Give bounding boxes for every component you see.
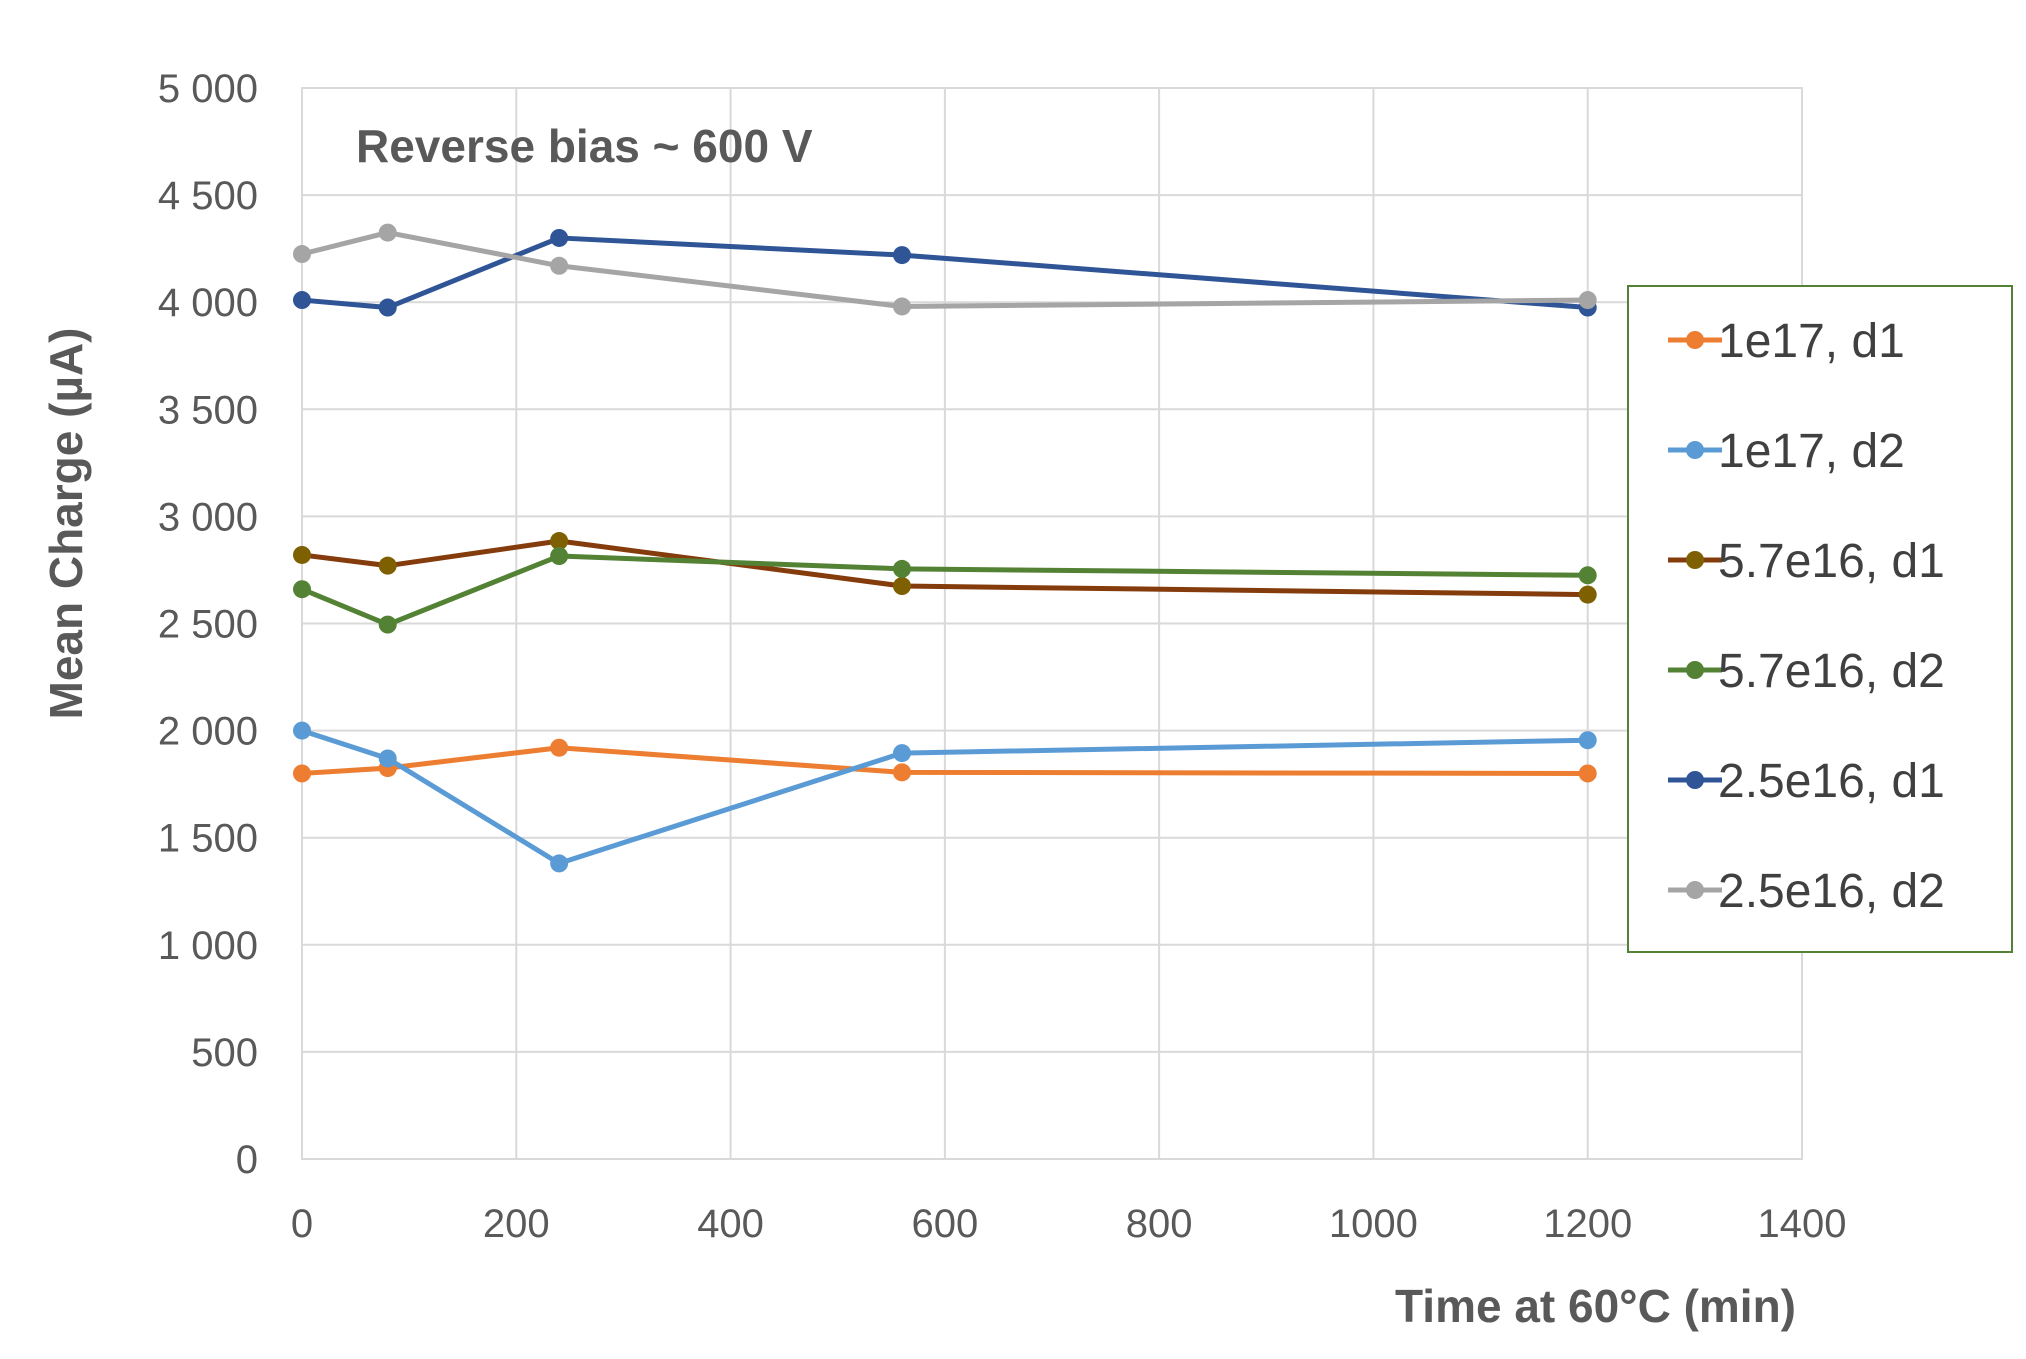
data-point — [1578, 731, 1597, 750]
legend-label: 5.7e16, d1 — [1718, 535, 1945, 588]
x-tick-label: 1200 — [1543, 1202, 1632, 1246]
y-tick-label: 1 500 — [158, 817, 258, 861]
legend-marker — [1686, 441, 1704, 459]
legend-marker — [1686, 771, 1704, 789]
data-point — [550, 256, 569, 275]
legend-label: 1e17, d1 — [1718, 315, 1905, 368]
data-point — [1578, 585, 1597, 604]
series-group — [293, 223, 1597, 873]
legend: 1e17, d1 1e17, d2 5.7e16, d1 5.7e16, d2 2.5e… — [1627, 285, 2013, 953]
data-point — [1578, 566, 1597, 585]
data-point — [293, 721, 311, 740]
x-tick-label: 600 — [911, 1202, 978, 1246]
y-tick-label: 500 — [191, 1031, 258, 1075]
legend-label: 2.5e16, d1 — [1718, 755, 1945, 808]
data-point — [550, 854, 569, 873]
legend-marker — [1686, 881, 1704, 899]
y-tick-label: 2 000 — [158, 710, 258, 754]
y-axis-ticks: 0 500 1 000 1 500 2 000 2 500 3 000 3 500 4 000 4… — [158, 67, 258, 1182]
data-point — [378, 749, 397, 768]
x-axis-ticks: 0 200 400 600 800 1000 1200 1400 — [291, 1202, 1847, 1246]
series-3 — [293, 547, 1597, 634]
data-point — [378, 223, 397, 242]
data-point — [293, 291, 311, 310]
legend-box — [1627, 285, 2013, 953]
y-tick-label: 1 000 — [158, 924, 258, 968]
legend-item: 1e17, d1 — [1668, 315, 1905, 368]
legend-marker — [1686, 661, 1704, 679]
data-point — [293, 764, 311, 783]
data-point — [893, 577, 911, 596]
y-tick-label: 3 500 — [158, 388, 258, 432]
chart-annotation: Reverse bias ~ 600 V — [356, 120, 813, 172]
legend-item: 5.7e16, d1 — [1668, 535, 1945, 588]
legend-item: 2.5e16, d1 — [1668, 755, 1945, 808]
series-1 — [293, 721, 1597, 873]
y-tick-label: 5 000 — [158, 67, 258, 111]
legend-label: 5.7e16, d2 — [1718, 645, 1945, 698]
y-tick-label: 4 000 — [158, 281, 258, 325]
data-point — [550, 547, 569, 566]
legend-item: 1e17, d2 — [1668, 425, 1905, 478]
data-point — [550, 738, 569, 757]
y-tick-label: 3 000 — [158, 495, 258, 539]
data-point — [893, 763, 911, 782]
y-axis-title: Mean Charge (µA) — [40, 328, 92, 720]
x-axis-title: Time at 60°C (min) — [1395, 1280, 1796, 1332]
data-point — [1578, 764, 1597, 783]
x-tick-label: 1000 — [1329, 1202, 1418, 1246]
series-4 — [293, 228, 1597, 317]
y-tick-label: 4 500 — [158, 174, 258, 218]
data-point — [378, 615, 397, 634]
legend-marker — [1686, 551, 1704, 569]
series-5 — [293, 223, 1597, 316]
data-point — [893, 246, 911, 265]
data-point — [550, 532, 569, 551]
legend-label: 1e17, d2 — [1718, 425, 1905, 478]
x-tick-label: 200 — [483, 1202, 550, 1246]
series-2 — [293, 532, 1597, 604]
data-point — [378, 298, 397, 317]
legend-marker — [1686, 331, 1704, 349]
series-0 — [293, 738, 1597, 783]
data-point — [293, 545, 311, 564]
data-point — [893, 559, 911, 578]
data-point — [293, 245, 311, 264]
data-point — [378, 556, 397, 575]
x-tick-label: 400 — [697, 1202, 764, 1246]
x-tick-label: 0 — [291, 1202, 313, 1246]
legend-item: 5.7e16, d2 — [1668, 645, 1945, 698]
data-point — [893, 297, 911, 316]
data-point — [893, 744, 911, 763]
y-tick-label: 0 — [236, 1138, 258, 1182]
legend-label: 2.5e16, d2 — [1718, 865, 1945, 918]
data-point — [293, 580, 311, 599]
data-point — [550, 228, 569, 247]
data-point — [1578, 291, 1597, 310]
y-tick-label: 2 500 — [158, 603, 258, 647]
x-tick-label: 800 — [1126, 1202, 1193, 1246]
x-tick-label: 1400 — [1758, 1202, 1847, 1246]
legend-item: 2.5e16, d2 — [1668, 865, 1945, 918]
